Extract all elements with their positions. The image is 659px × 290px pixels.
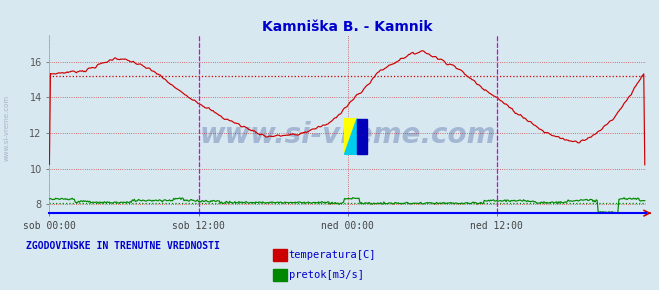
Polygon shape [345,119,357,154]
Text: temperatura[C]: temperatura[C] [289,250,376,260]
Title: Kamniška B. - Kamnik: Kamniška B. - Kamnik [262,20,433,34]
Polygon shape [345,119,357,154]
Text: www.si-vreme.com: www.si-vreme.com [200,121,496,149]
Text: pretok[m3/s]: pretok[m3/s] [289,270,364,280]
Text: www.si-vreme.com: www.si-vreme.com [3,95,10,161]
Text: ZGODOVINSKE IN TRENUTNE VREDNOSTI: ZGODOVINSKE IN TRENUTNE VREDNOSTI [26,241,220,251]
Polygon shape [357,119,367,154]
